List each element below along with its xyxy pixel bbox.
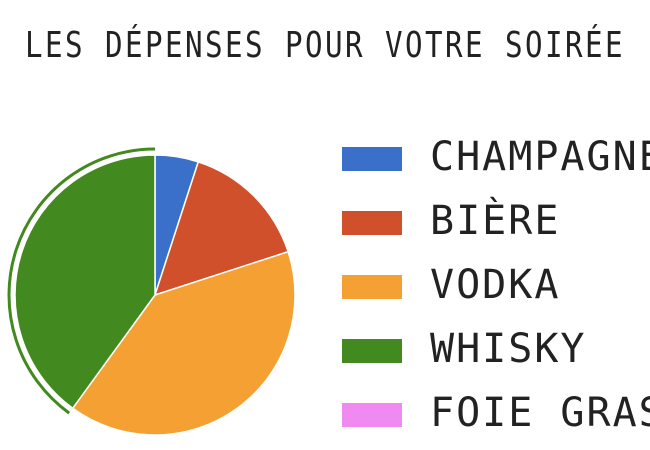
legend-label: WHISKY bbox=[430, 326, 587, 372]
legend-swatch bbox=[342, 339, 402, 363]
pie-slice bbox=[153, 160, 290, 297]
legend-swatch bbox=[342, 211, 402, 235]
highlight-arc bbox=[7, 147, 156, 415]
legend-swatch bbox=[342, 147, 402, 171]
legend-label: FOIE GRAS bbox=[430, 390, 650, 436]
legend-swatch bbox=[342, 275, 402, 299]
chart-title: LES DÉPENSES POUR VOTRE SOIRÉE bbox=[25, 24, 625, 66]
legend-label: VODKA bbox=[430, 262, 560, 308]
pie-slice bbox=[71, 250, 296, 436]
legend-label: CHAMPAGNE bbox=[430, 134, 650, 180]
legend-label: BIÈRE bbox=[430, 196, 560, 244]
legend-swatch bbox=[342, 403, 402, 427]
pie-slice bbox=[14, 154, 156, 410]
